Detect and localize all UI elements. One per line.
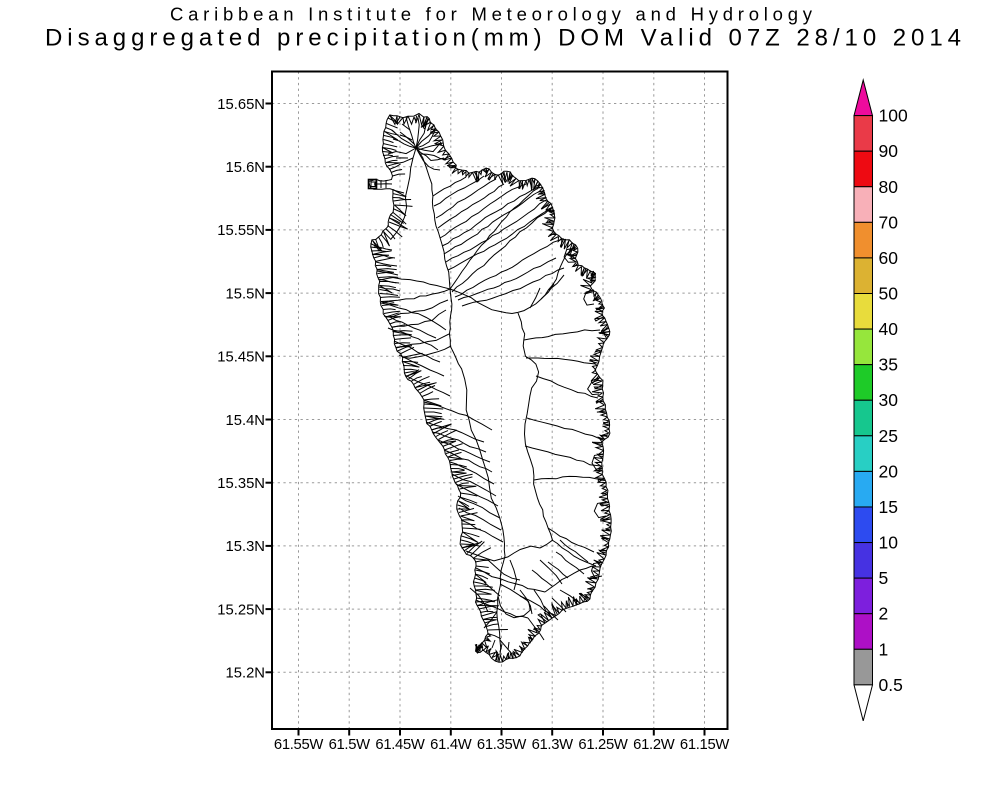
svg-text:70: 70	[879, 212, 899, 232]
svg-text:80: 80	[879, 177, 899, 197]
svg-text:61.4W: 61.4W	[430, 737, 472, 753]
svg-text:10: 10	[879, 533, 899, 553]
svg-text:25: 25	[879, 426, 898, 446]
svg-text:60: 60	[879, 248, 899, 268]
svg-text:15.6N: 15.6N	[226, 160, 266, 176]
svg-text:15.35N: 15.35N	[217, 476, 265, 492]
svg-text:15.25N: 15.25N	[217, 602, 265, 618]
svg-text:61.55W: 61.55W	[274, 737, 324, 753]
svg-text:61.3W: 61.3W	[532, 737, 574, 753]
svg-text:15.55N: 15.55N	[217, 223, 265, 239]
svg-text:15.2N: 15.2N	[226, 666, 266, 682]
svg-text:61.5W: 61.5W	[329, 737, 371, 753]
svg-text:40: 40	[879, 319, 899, 339]
svg-text:15.65N: 15.65N	[217, 97, 265, 113]
svg-text:15.45N: 15.45N	[217, 350, 265, 366]
svg-text:50: 50	[879, 284, 899, 304]
svg-text:61.2W: 61.2W	[633, 737, 675, 753]
svg-text:0.5: 0.5	[879, 675, 903, 695]
svg-text:20: 20	[879, 461, 899, 481]
svg-text:61.35W: 61.35W	[477, 737, 527, 753]
svg-text:61.45W: 61.45W	[375, 737, 425, 753]
svg-text:5: 5	[879, 568, 889, 588]
svg-text:61.25W: 61.25W	[578, 737, 628, 753]
svg-text:Disaggregated precipitation(mm: Disaggregated precipitation(mm) DOM Vali…	[45, 25, 961, 52]
svg-text:15.4N: 15.4N	[226, 413, 266, 429]
svg-text:15.5N: 15.5N	[226, 286, 266, 302]
svg-text:100: 100	[879, 106, 908, 126]
svg-text:1: 1	[879, 639, 889, 659]
svg-text:15.3N: 15.3N	[226, 539, 266, 555]
svg-text:35: 35	[879, 355, 898, 375]
svg-text:15: 15	[879, 497, 898, 517]
svg-text:90: 90	[879, 141, 899, 161]
svg-text:2: 2	[879, 604, 889, 624]
svg-text:30: 30	[879, 390, 899, 410]
svg-text:61.15W: 61.15W	[680, 737, 730, 753]
